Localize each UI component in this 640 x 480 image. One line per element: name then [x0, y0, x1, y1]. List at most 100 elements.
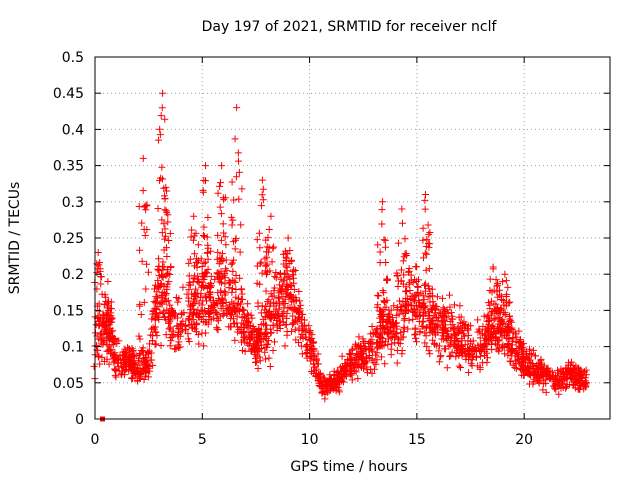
data-point — [138, 219, 146, 227]
data-point — [425, 230, 433, 238]
data-point — [348, 376, 356, 384]
data-point — [163, 283, 171, 291]
data-point — [198, 262, 206, 270]
data-point — [353, 353, 361, 361]
data-point — [142, 285, 150, 293]
data-point — [431, 331, 439, 339]
data-point — [151, 323, 159, 331]
data-point — [152, 340, 160, 348]
data-point — [413, 311, 421, 319]
data-point — [285, 260, 293, 268]
data-point — [433, 302, 441, 310]
data-point — [533, 362, 541, 370]
data-point — [557, 384, 565, 392]
data-point — [197, 283, 205, 291]
data-point — [388, 340, 396, 348]
data-point — [220, 229, 228, 237]
data-point — [162, 232, 170, 240]
data-point — [277, 286, 285, 294]
data-point — [157, 299, 165, 307]
data-point — [321, 374, 329, 382]
data-point — [385, 330, 393, 338]
data-point — [136, 335, 144, 343]
data-point — [510, 328, 518, 336]
data-point — [504, 283, 512, 291]
data-point — [511, 364, 519, 372]
data-point — [257, 258, 265, 266]
data-point — [381, 337, 389, 345]
data-point — [403, 300, 411, 308]
data-point — [421, 339, 429, 347]
data-point — [108, 336, 116, 344]
axis-ticks — [94, 56, 610, 420]
data-point — [140, 298, 148, 306]
data-point — [506, 325, 514, 333]
data-point — [384, 276, 392, 284]
data-point — [286, 292, 294, 300]
data-point — [237, 300, 245, 308]
data-point — [438, 329, 446, 337]
data-point — [102, 321, 110, 329]
data-point — [493, 304, 501, 312]
data-point — [167, 337, 175, 345]
data-point — [504, 351, 512, 359]
data-point — [338, 352, 346, 360]
data-point — [280, 308, 288, 316]
data-point — [229, 267, 237, 275]
y-tick-label: 0.25 — [53, 231, 84, 247]
data-point — [381, 360, 389, 368]
data-point — [262, 355, 270, 363]
data-point — [297, 333, 305, 341]
data-point — [491, 314, 499, 322]
data-point — [153, 288, 161, 296]
data-point — [526, 345, 534, 353]
data-point — [157, 112, 165, 120]
data-point — [232, 173, 240, 181]
data-point — [95, 261, 103, 269]
data-point — [137, 370, 145, 378]
data-point — [354, 375, 362, 383]
data-point — [363, 363, 371, 371]
data-point — [297, 342, 305, 350]
data-point — [263, 243, 271, 251]
data-point — [474, 341, 482, 349]
data-point — [236, 248, 244, 256]
data-point — [281, 342, 289, 350]
data-point — [267, 329, 275, 337]
data-point — [394, 335, 402, 343]
data-point — [185, 259, 193, 267]
y-tick-label: 0.4 — [62, 122, 84, 138]
data-point — [375, 292, 383, 300]
data-point — [216, 254, 224, 262]
data-point — [427, 318, 435, 326]
data-point — [347, 351, 355, 359]
data-point — [221, 233, 229, 241]
data-point — [130, 369, 138, 377]
data-point — [231, 245, 239, 253]
data-point — [230, 256, 238, 264]
data-point — [494, 326, 502, 334]
data-point — [225, 284, 233, 292]
data-point — [283, 267, 291, 275]
data-point — [107, 345, 115, 353]
data-point — [431, 306, 439, 314]
data-point — [216, 203, 224, 211]
data-point — [136, 300, 144, 308]
data-point — [176, 332, 184, 340]
data-point — [487, 330, 495, 338]
data-point — [290, 285, 298, 293]
data-point — [217, 258, 225, 266]
data-point — [544, 364, 552, 372]
data-point — [194, 241, 202, 249]
data-point — [194, 331, 202, 339]
data-point — [422, 242, 430, 250]
data-point — [447, 352, 455, 360]
data-point — [133, 364, 141, 372]
data-point — [215, 294, 223, 302]
data-point — [166, 342, 174, 350]
data-point — [447, 309, 455, 317]
data-point — [422, 280, 430, 288]
data-point — [316, 370, 324, 378]
data-point — [355, 363, 363, 371]
data-point — [135, 354, 143, 362]
